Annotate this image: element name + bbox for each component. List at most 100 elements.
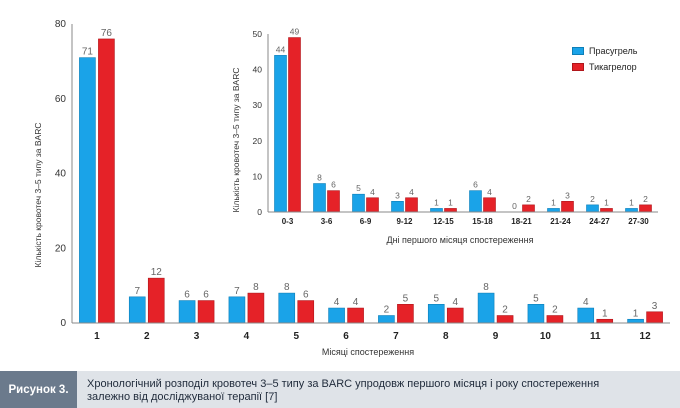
main-x-tick-label: 5 [293, 331, 299, 342]
inset-x-tick-label: 27-30 [628, 217, 649, 226]
legend-swatch-prasugrel [572, 47, 584, 55]
main-y-axis-label: Кількість кровотеч 3–5 типу за BARC [33, 123, 43, 268]
inset-value-label-prasugrel: 6 [473, 180, 478, 190]
inset-x-tick-label: 24-27 [589, 217, 610, 226]
main-x-tick-label: 7 [393, 331, 399, 342]
inset-value-label-prasugrel: 1 [551, 197, 556, 207]
legend-label-prasugrel: Прасугрель [589, 46, 638, 56]
inset-value-label-ticagrelor: 4 [487, 187, 492, 197]
main-y-tick-label: 80 [55, 19, 67, 30]
inset-x-tick-label: 12-15 [433, 217, 454, 226]
main-x-tick-label: 4 [244, 331, 250, 342]
main-value-label-ticagrelor: 4 [353, 297, 359, 308]
main-x-tick-label: 9 [493, 331, 499, 342]
inset-value-label-ticagrelor: 1 [448, 197, 453, 207]
inset-value-label-ticagrelor: 2 [643, 194, 648, 204]
inset-value-label-prasugrel: 3 [395, 190, 400, 200]
inset-value-label-ticagrelor: 3 [565, 190, 570, 200]
inset-bar-ticagrelor [561, 201, 574, 213]
main-value-label-ticagrelor: 76 [101, 28, 113, 39]
inset-bar-ticagrelor [522, 204, 535, 213]
main-value-label-prasugrel: 8 [483, 282, 489, 293]
legend-item-prasugrel: Прасугрель [572, 43, 662, 59]
main-value-label-ticagrelor: 1 [602, 308, 608, 319]
main-value-label-prasugrel: 5 [533, 293, 539, 304]
inset-bar-prasugrel [352, 193, 365, 213]
main-value-label-prasugrel: 4 [334, 297, 340, 308]
main-value-label-ticagrelor: 8 [253, 282, 259, 293]
caption-bar: Рисунок 3. Хронологічний розподіл кровот… [0, 371, 680, 408]
main-value-label-prasugrel: 5 [433, 293, 439, 304]
inset-x-tick-label: 18-21 [511, 217, 532, 226]
inset-value-label-ticagrelor: 4 [370, 187, 375, 197]
inset-bar-prasugrel [586, 204, 599, 213]
inset-value-label-prasugrel: 1 [434, 197, 439, 207]
caption-label: Рисунок 3. [0, 371, 77, 408]
inset-y-tick-label: 40 [253, 65, 263, 75]
inset-value-label-ticagrelor: 49 [290, 27, 300, 37]
inset-x-tick-label: 9-12 [396, 217, 413, 226]
inset-bar-prasugrel [274, 55, 287, 213]
inset-value-label-prasugrel: 8 [317, 173, 322, 183]
main-y-tick-label: 60 [55, 94, 67, 105]
caption-text: Хронологічний розподіл кровотеч 3–5 типу… [87, 378, 667, 404]
main-y-tick-label: 40 [55, 169, 67, 180]
inset-value-label-prasugrel: 1 [629, 197, 634, 207]
inset-x-tick-label: 21-24 [550, 217, 571, 226]
inset-bar-ticagrelor [405, 197, 418, 213]
inset-bar-ticagrelor [483, 197, 496, 213]
main-x-tick-label: 11 [590, 331, 601, 342]
inset-bar-prasugrel [430, 208, 443, 213]
inset-x-tick-label: 6-9 [360, 217, 372, 226]
inset-value-label-ticagrelor: 1 [604, 197, 609, 207]
inset-bar-prasugrel [313, 183, 326, 213]
main-value-label-ticagrelor: 4 [452, 297, 458, 308]
main-value-label-ticagrelor: 3 [652, 301, 658, 312]
main-value-label-prasugrel: 8 [284, 282, 290, 293]
inset-y-tick-label: 0 [257, 207, 262, 217]
main-value-label-prasugrel: 4 [583, 297, 589, 308]
inset-value-label-ticagrelor: 2 [526, 194, 531, 204]
inset-bar-ticagrelor [600, 208, 613, 213]
main-value-label-ticagrelor: 6 [203, 290, 209, 301]
legend-label-ticagrelor: Тикагрелор [589, 62, 637, 72]
inset-value-label-prasugrel: 0 [512, 201, 517, 211]
caption-line-2: залежно від досліджуваної терапії [7] [87, 391, 278, 403]
inset-bar-prasugrel [625, 208, 638, 213]
inset-bar-prasugrel [547, 208, 560, 213]
main-value-label-prasugrel: 2 [384, 305, 390, 316]
main-value-label-prasugrel: 71 [82, 47, 94, 58]
main-value-label-ticagrelor: 5 [403, 293, 409, 304]
inset-y-tick-label: 10 [253, 171, 263, 181]
main-value-label-prasugrel: 7 [134, 286, 140, 297]
main-x-axis-label: Місяці спостереження [322, 347, 414, 357]
inset-value-label-prasugrel: 5 [356, 183, 361, 193]
caption-line-1: Хронологічний розподіл кровотеч 3–5 типу… [87, 378, 600, 390]
inset-bar-ticagrelor [327, 190, 340, 213]
inset-x-axis-label: Дні першого місяця спостереження [386, 235, 533, 245]
inset-x-tick-label: 15-18 [472, 217, 493, 226]
inset-y-tick-label: 50 [253, 29, 263, 39]
inset-bar-prasugrel [469, 190, 482, 213]
main-x-tick-label: 3 [194, 331, 200, 342]
inset-value-label-ticagrelor: 4 [409, 187, 414, 197]
main-x-tick-label: 1 [94, 331, 100, 342]
legend-swatch-ticagrelor [572, 63, 584, 71]
inset-y-tick-label: 30 [253, 100, 263, 110]
main-y-tick-label: 0 [60, 318, 66, 329]
inset-bar-ticagrelor [366, 197, 379, 213]
inset-value-label-prasugrel: 2 [590, 194, 595, 204]
inset-x-tick-label: 0-3 [282, 217, 294, 226]
inset-value-label-ticagrelor: 6 [331, 180, 336, 190]
inset-bar-ticagrelor [444, 208, 457, 213]
legend: Прасугрель Тикагрелор [572, 43, 662, 75]
main-x-tick-label: 12 [640, 331, 652, 342]
main-x-tick-label: 10 [540, 331, 552, 342]
main-x-tick-label: 6 [343, 331, 349, 342]
main-value-label-ticagrelor: 2 [502, 305, 508, 316]
main-x-tick-label: 8 [443, 331, 449, 342]
main-value-label-prasugrel: 1 [633, 308, 639, 319]
